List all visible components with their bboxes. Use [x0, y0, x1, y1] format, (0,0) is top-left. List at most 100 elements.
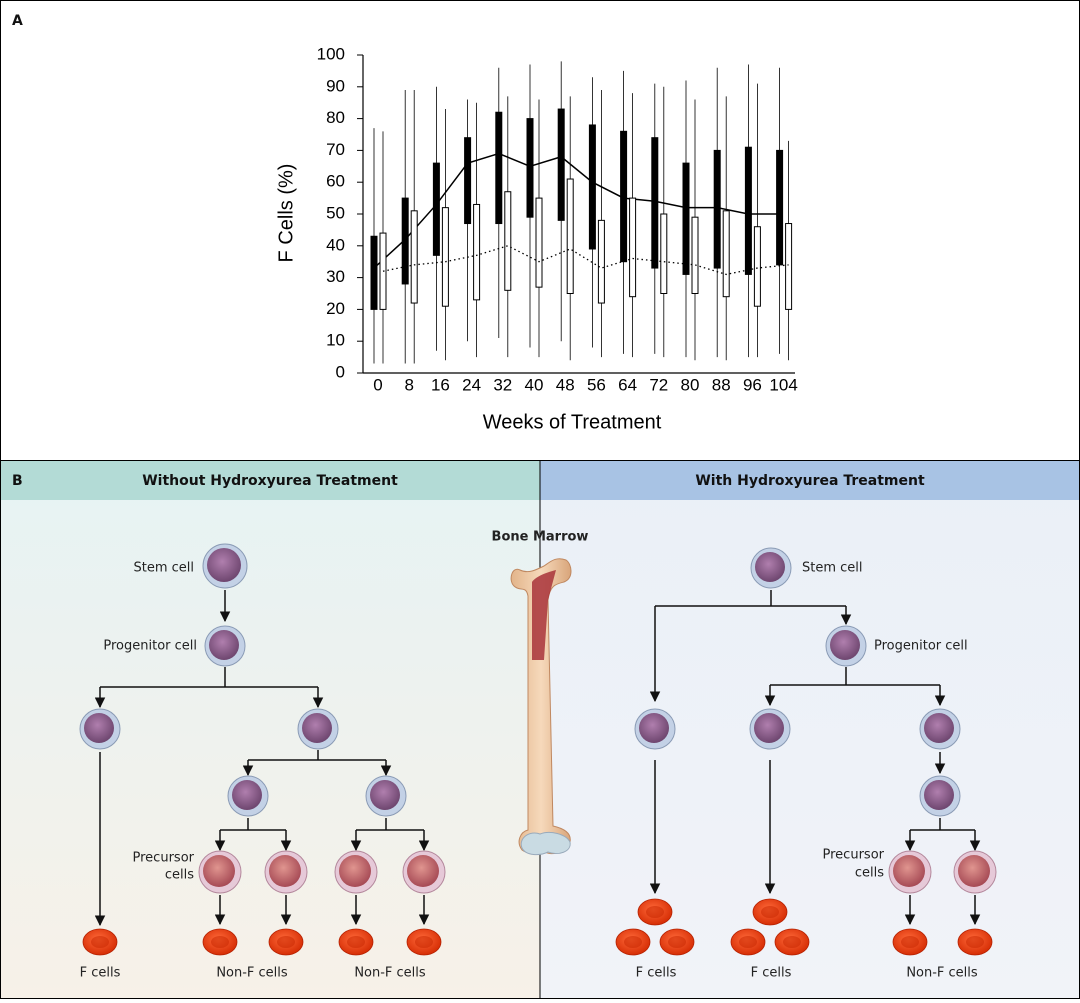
nucleus [924, 780, 954, 810]
red-cell-center [277, 936, 295, 948]
box [566, 178, 574, 295]
left-header [0, 461, 540, 500]
y-tick-label: 70 [326, 140, 345, 159]
nucleus [754, 713, 784, 743]
nucleus [830, 630, 860, 660]
box [713, 149, 721, 269]
precursor-label: Precursor [823, 848, 885, 863]
nucleus [370, 780, 400, 810]
nucleus [639, 713, 669, 743]
box [588, 124, 596, 250]
right-title: With Hydroxyurea Treatment [695, 473, 925, 489]
output-label: Non-F cells [906, 966, 978, 981]
nucleus [924, 713, 954, 743]
bone-label: Bone Marrow [492, 530, 589, 545]
box [722, 210, 730, 298]
y-tick-label: 100 [317, 44, 345, 63]
box [557, 108, 565, 221]
y-tick-label: 20 [326, 299, 345, 318]
box [495, 111, 503, 225]
stem-label: Stem cell [802, 561, 863, 576]
box [473, 203, 481, 301]
x-tick-label: 72 [649, 375, 668, 394]
x-axis-label: Weeks of Treatment [483, 411, 662, 433]
box [660, 213, 668, 294]
nucleus [755, 552, 785, 582]
box [785, 223, 793, 310]
red-cell-center [415, 936, 433, 948]
box [504, 191, 512, 291]
precursor-label: cells [855, 866, 884, 881]
red-cell-center [211, 936, 229, 948]
nucleus [209, 630, 239, 660]
output-label: F cells [636, 966, 677, 981]
median-line [382, 245, 789, 276]
x-tick-label: 56 [587, 375, 606, 394]
nucleus [232, 780, 262, 810]
box [597, 219, 605, 304]
y-tick-label: 0 [336, 362, 345, 381]
y-tick-label: 80 [326, 108, 345, 127]
x-tick-label: 40 [525, 375, 544, 394]
right-background [540, 461, 1080, 999]
nucleus [958, 855, 990, 887]
x-tick-label: 8 [404, 375, 413, 394]
nucleus [84, 713, 114, 743]
y-tick-label: 50 [326, 203, 345, 222]
y-tick-label: 40 [326, 235, 345, 254]
connectors [94, 590, 981, 927]
nucleus [893, 855, 925, 887]
x-tick-label: 32 [493, 375, 512, 394]
right-header [540, 461, 1080, 500]
nucleus [269, 855, 301, 887]
progenitor-label: Progenitor cell [874, 639, 968, 654]
y-tick-label: 30 [326, 267, 345, 286]
x-tick-label: 16 [431, 375, 450, 394]
nucleus [339, 855, 371, 887]
red-cell-center [761, 906, 779, 918]
box [629, 197, 637, 298]
red-cell-center [91, 936, 109, 948]
progenitor-label: Progenitor cell [103, 639, 197, 654]
red-cell-center [901, 936, 919, 948]
output-label: Non-F cells [216, 966, 288, 981]
y-tick-label: 60 [326, 172, 345, 191]
y-tick-label: 10 [326, 331, 345, 350]
box [441, 207, 449, 307]
x-tick-label: 104 [769, 375, 797, 394]
output-label: Non-F cells [354, 966, 426, 981]
box [776, 149, 784, 266]
x-tick-label: 96 [743, 375, 762, 394]
box [691, 216, 699, 294]
nucleus [407, 855, 439, 887]
box [401, 197, 409, 285]
x-tick-label: 64 [618, 375, 637, 394]
box [464, 137, 472, 225]
red-cell-center [347, 936, 365, 948]
median-line [373, 152, 780, 269]
stem-label: Stem cell [133, 561, 194, 576]
red-cell-center [966, 936, 984, 948]
bone [510, 558, 572, 856]
y-axis-label: F Cells (%) [275, 164, 297, 263]
x-tick-label: 48 [556, 375, 575, 394]
output-label: F cells [80, 966, 121, 981]
box [651, 137, 659, 269]
x-tick-label: 24 [462, 375, 481, 394]
precursor-label: cells [165, 868, 194, 883]
x-tick-label: 0 [373, 375, 382, 394]
plot: 0 10 20 30 40 50 60 70 80 90 100 0 8 16 24 32 40 48 56 64 72… [317, 44, 798, 394]
red-cell-center [646, 906, 664, 918]
box [526, 118, 534, 218]
box [682, 162, 690, 275]
box [432, 162, 440, 256]
output-label: F cells [751, 966, 792, 981]
x-tick-label: 88 [712, 375, 731, 394]
left-title: Without Hydroxyurea Treatment [142, 473, 398, 489]
red-cell-center [739, 936, 757, 948]
box [744, 146, 752, 275]
red-cell-center [783, 936, 801, 948]
x-tick-label: 80 [681, 375, 700, 394]
precursor-label: Precursor [133, 851, 195, 866]
